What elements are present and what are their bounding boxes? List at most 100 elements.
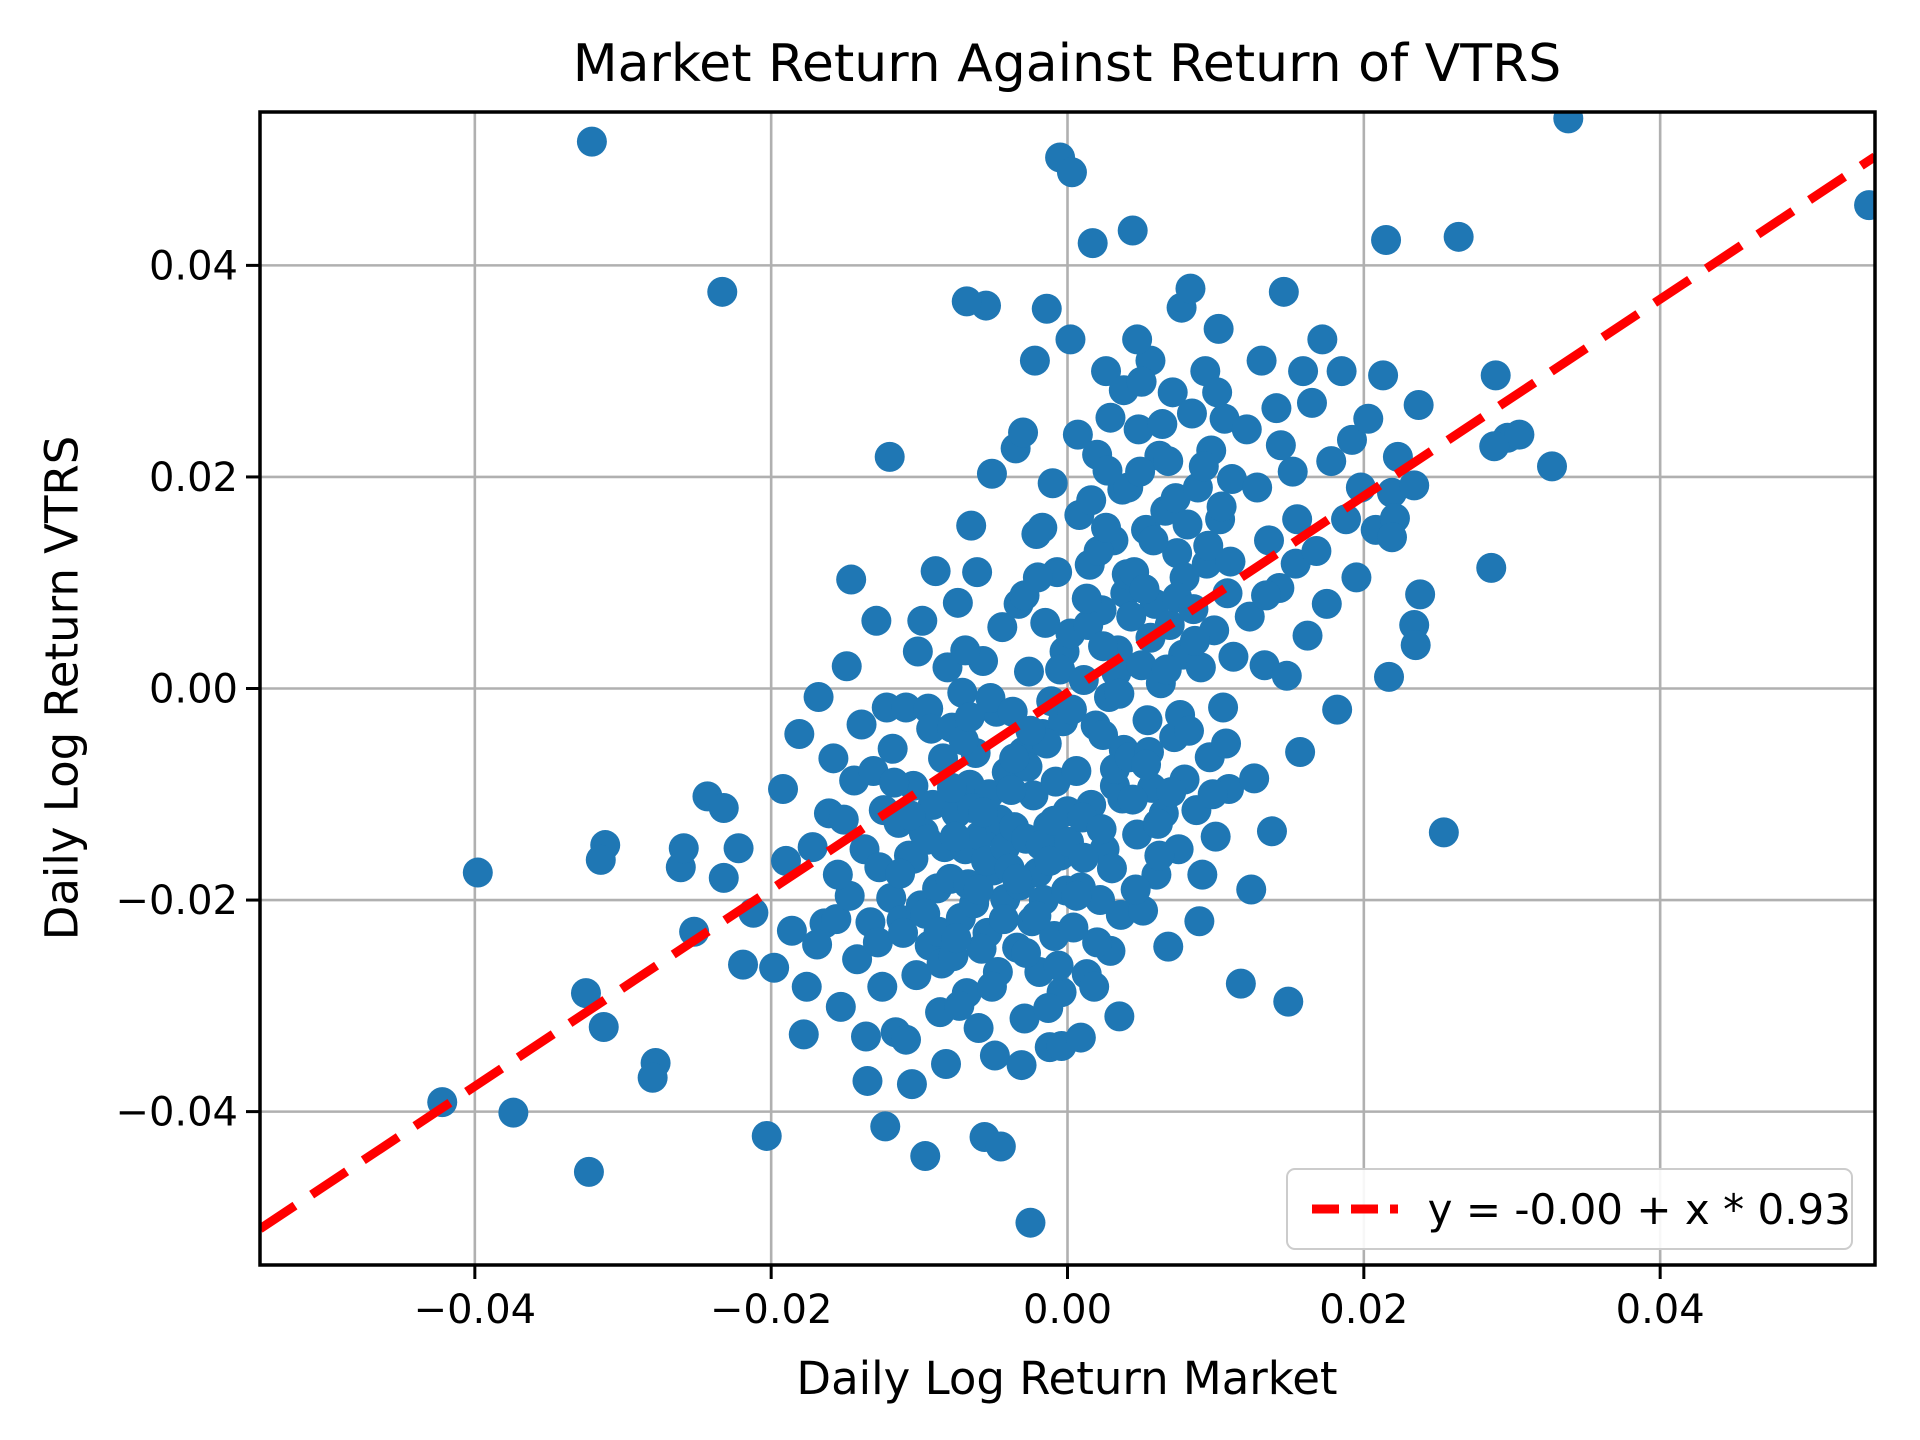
scatter-point	[1537, 451, 1567, 482]
scatter-point	[570, 978, 601, 1009]
scatter-point	[822, 859, 853, 890]
scatter-point	[874, 441, 905, 472]
scatter-point	[1399, 470, 1430, 501]
scatter-point	[1027, 512, 1058, 543]
scatter-point	[1239, 763, 1270, 794]
scatter-point	[867, 971, 898, 1002]
scatter-point	[1301, 535, 1332, 566]
scatter-point	[997, 696, 1028, 727]
scatter-point	[784, 718, 815, 749]
y-tick-label: 0.02	[149, 455, 238, 501]
scatter-point	[1188, 451, 1219, 482]
scatter-point	[1268, 276, 1299, 307]
scatter-point	[950, 635, 981, 666]
scatter-point	[1123, 414, 1154, 445]
scatter-point	[1031, 293, 1062, 324]
scatter-point	[1129, 574, 1160, 605]
scatter-point	[966, 933, 997, 964]
scatter-point	[1157, 377, 1188, 408]
scatter-point	[1022, 562, 1053, 593]
scatter-point	[1088, 631, 1119, 662]
scatter-point	[895, 800, 926, 831]
scatter-point	[963, 874, 994, 905]
scatter-point	[902, 636, 933, 667]
scatter-point	[1091, 512, 1122, 543]
scatter-point	[1479, 431, 1510, 462]
scatter-point	[1307, 324, 1338, 355]
y-tick-label: −0.04	[115, 1090, 238, 1136]
scatter-point	[1185, 652, 1216, 683]
scatter-point	[1045, 654, 1076, 685]
scatter-point	[585, 844, 616, 875]
scatter-point	[947, 677, 978, 708]
scatter-point	[1251, 580, 1282, 611]
scatter-point	[1400, 630, 1431, 661]
scatter-point	[1125, 456, 1156, 487]
scatter-point	[1292, 620, 1323, 651]
scatter-point	[1061, 880, 1092, 911]
scatter-point	[1153, 446, 1184, 477]
scatter-point	[1132, 705, 1163, 736]
scatter-point	[1144, 840, 1175, 871]
scatter-point	[956, 510, 987, 541]
scatter-point	[936, 772, 967, 803]
scatter-point	[1236, 874, 1267, 905]
scatter-point	[1086, 814, 1117, 845]
scatter-point	[668, 833, 699, 864]
scatter-point	[1009, 1003, 1040, 1034]
scatter-point	[1071, 583, 1102, 614]
scatter-point	[1131, 749, 1162, 780]
scatter-point	[941, 923, 972, 954]
scatter-point	[1316, 446, 1347, 477]
legend-label: y = -0.00 + x * 0.93	[1427, 1184, 1851, 1234]
scatter-point	[770, 845, 801, 876]
scatter-point	[1261, 393, 1292, 424]
scatter-point	[1056, 694, 1087, 725]
x-tick-label: −0.04	[414, 1287, 537, 1333]
scatter-point	[1105, 899, 1136, 930]
scatter-point	[1331, 504, 1362, 535]
scatter-point	[1296, 387, 1327, 418]
scatter-point	[1117, 215, 1148, 246]
scatter-point	[1156, 777, 1187, 808]
scatter-point	[1854, 190, 1875, 221]
scatter-point	[788, 1019, 819, 1050]
scatter-point	[708, 862, 739, 893]
scatter-point	[987, 612, 1018, 643]
scatter-point	[988, 904, 1019, 935]
scatter-point	[846, 709, 877, 740]
scatter-point	[850, 1021, 881, 1052]
scatter-point	[1043, 950, 1074, 981]
scatter-point	[976, 971, 1007, 1002]
scatter-point	[879, 767, 910, 798]
scatter-point	[828, 804, 859, 835]
scatter-point	[1202, 377, 1233, 408]
scatter-point	[891, 1024, 921, 1055]
scatter-point	[1249, 650, 1280, 681]
scatter-point	[708, 793, 739, 824]
scatter-point	[576, 126, 607, 157]
scatter-point	[1443, 221, 1474, 252]
scatter-point	[1209, 403, 1240, 434]
scatter-point	[1480, 360, 1511, 391]
scatter-point	[1095, 402, 1126, 433]
scatter-point	[1231, 414, 1262, 445]
y-tick-label: 0.04	[149, 243, 238, 289]
scatter-point	[1242, 472, 1273, 503]
scatter-point	[1034, 845, 1065, 876]
scatter-point	[1091, 356, 1122, 387]
scatter-point	[1504, 419, 1535, 450]
y-axis-label: Daily Log Return VTRS	[35, 435, 89, 941]
scatter-point	[1371, 224, 1402, 255]
scatter-point	[1088, 720, 1119, 751]
scatter-point	[707, 276, 738, 307]
scatter-point	[1085, 885, 1116, 916]
scatter-point	[462, 857, 493, 888]
scatter-point	[1175, 273, 1206, 304]
scatter-point	[825, 991, 856, 1022]
scatter-point	[1058, 912, 1089, 943]
scatter-point	[1120, 874, 1151, 905]
scatter-point	[954, 702, 985, 733]
y-tick-label: 0.00	[149, 667, 238, 713]
scatter-point	[1092, 455, 1123, 486]
